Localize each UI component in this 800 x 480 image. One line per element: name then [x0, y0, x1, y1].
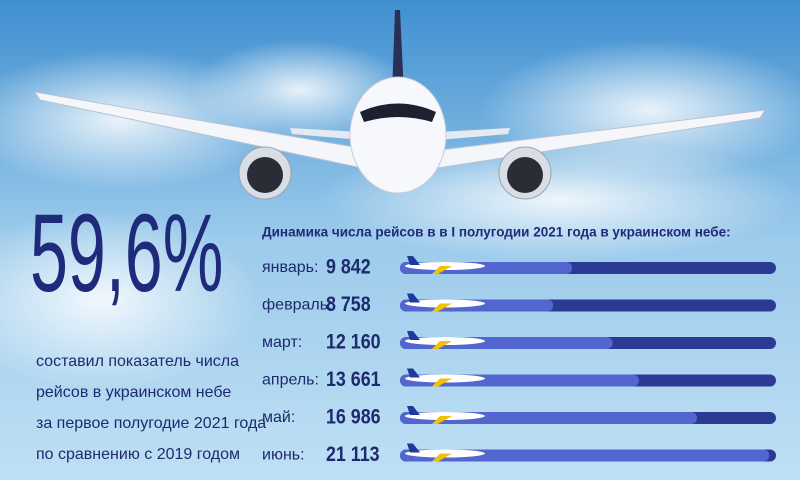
value-label: 8 758: [326, 293, 371, 317]
category-label: июнь:: [262, 447, 305, 464]
plane-wing: [432, 416, 452, 424]
description-line: за первое полугодие 2021 года: [36, 415, 266, 432]
plane-tail: [407, 443, 420, 453]
description: составил показатель числа рейсов в украин…: [36, 353, 266, 463]
headline: 59,6%: [30, 192, 223, 315]
plane-tail: [407, 331, 420, 340]
value-label: 21 113: [326, 443, 380, 467]
description-line: рейсов в украинском небе: [36, 384, 231, 401]
plane-icon: [405, 293, 485, 312]
plane-wing: [432, 378, 452, 387]
plane-wing: [432, 341, 452, 349]
plane-tail: [407, 256, 420, 265]
plane-wing: [432, 453, 452, 462]
plane-tail: [407, 293, 420, 303]
category-label: май:: [262, 409, 295, 426]
category-label: апрель:: [262, 372, 319, 389]
plane-wing: [432, 303, 452, 312]
value-label: 16 986: [326, 405, 381, 429]
plane-tail: [407, 406, 420, 415]
bar: [400, 449, 770, 462]
plane-icon: [405, 368, 485, 387]
clouds: [0, 40, 800, 390]
plane-icon: [405, 331, 485, 349]
plane-wing: [432, 266, 452, 274]
category-label: январь:: [262, 259, 318, 276]
bars: январь: 9 842 февраль:8 758 март: 12 160 апре…: [262, 255, 776, 466]
airplane: [33, 10, 766, 200]
description-line: по сравнению с 2019 годом: [36, 446, 240, 463]
value-label: 13 661: [326, 368, 381, 392]
chart-title: Динамика числа рейсов в в I полугодии 20…: [262, 225, 731, 240]
category-label: февраль:: [262, 297, 332, 314]
category-label: март:: [262, 334, 302, 351]
plane-tail: [407, 368, 420, 378]
plane-icon: [405, 443, 485, 462]
plane-icon: [405, 406, 485, 424]
value-label: 9 842: [326, 255, 371, 279]
value-label: 12 160: [326, 330, 381, 354]
description-line: составил показатель числа: [36, 353, 239, 370]
plane-icon: [405, 256, 485, 274]
